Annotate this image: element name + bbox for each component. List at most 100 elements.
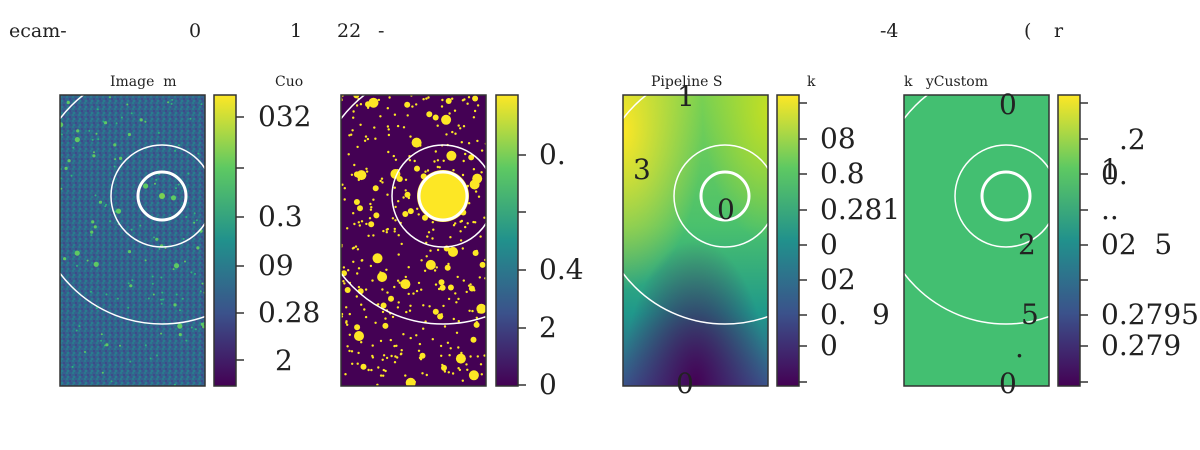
panel-3-image: [623, 95, 768, 386]
mask-blob: [425, 97, 428, 100]
star-mark: [113, 143, 117, 147]
mask-blob: [377, 303, 380, 306]
mask-blob: [459, 127, 462, 130]
mask-blob: [421, 372, 424, 375]
mask-blob: [397, 301, 400, 304]
mask-blob: [409, 336, 412, 340]
mask-blob: [426, 169, 430, 172]
mask-blob: [455, 353, 466, 364]
star-mark: [93, 151, 95, 154]
star-mark: [155, 237, 159, 241]
colorbar-1-tick-label: 032: [258, 100, 312, 133]
colorbar-4-tick-label: 0.2795: [1101, 298, 1199, 331]
mask-blob: [446, 150, 457, 161]
mask-blob: [350, 350, 354, 353]
mask-blob: [350, 173, 354, 176]
mask-blob: [479, 363, 483, 366]
star-mark: [139, 118, 143, 122]
mask-blob: [457, 346, 460, 349]
mask-blob: [391, 217, 395, 220]
mask-blob: [370, 206, 373, 209]
mask-blob: [352, 260, 355, 263]
mask-blob: [415, 289, 419, 293]
colorbar-2: [495, 94, 526, 387]
mask-blob: [414, 165, 420, 172]
colorbar-3-tick-label: 02: [820, 263, 856, 296]
mask-blob: [476, 104, 480, 107]
star-mark: [185, 339, 188, 342]
mask-blob: [360, 303, 363, 306]
mask-blob: [384, 317, 387, 320]
star-mark: [91, 220, 95, 224]
mask-blob: [355, 295, 358, 298]
header-fragment: -4: [880, 20, 899, 42]
mask-blob: [468, 309, 471, 312]
mask-blob: [447, 284, 454, 291]
mask-blob: [483, 216, 486, 219]
mask-blob: [447, 371, 450, 374]
star-mark: [114, 158, 117, 161]
star-mark: [170, 195, 177, 201]
star-mark: [60, 133, 63, 136]
star-mark: [103, 121, 108, 125]
mask-blob: [468, 370, 479, 381]
panel-4-overlay-label: 5: [1021, 298, 1039, 331]
mask-blob: [449, 236, 452, 239]
mask-blob: [483, 354, 486, 357]
mask-blob: [457, 320, 460, 323]
mask-blob: [344, 287, 351, 293]
star-mark: [131, 279, 134, 282]
star-mark: [90, 234, 93, 237]
mask-blob: [369, 208, 373, 211]
mask-blob: [357, 285, 361, 289]
panel-3-colorbar-title: k: [807, 74, 816, 90]
mask-blob: [462, 279, 465, 282]
mask-blob: [443, 325, 447, 328]
mask-blob: [454, 132, 457, 135]
star-mark: [84, 351, 86, 353]
panel-3-overlay-label: 0: [717, 193, 735, 226]
mask-blob: [480, 373, 483, 376]
mask-blob: [469, 179, 480, 190]
mask-blob: [360, 363, 367, 370]
colorbar-3-tick-label: 08: [820, 122, 856, 155]
star-mark: [97, 138, 100, 141]
mask-blob: [353, 222, 356, 226]
mask-blob: [464, 225, 467, 229]
mask-blob: [417, 213, 420, 216]
mask-blob: [365, 167, 368, 170]
mask-blob: [409, 304, 412, 307]
mask-blob: [413, 380, 416, 384]
mask-blob: [427, 96, 430, 99]
mask-blob: [422, 304, 425, 307]
mask-blob: [436, 159, 440, 162]
mask-blob: [365, 222, 368, 226]
mask-blob: [373, 126, 376, 129]
mask-blob: [445, 98, 452, 104]
star-mark: [119, 156, 123, 160]
star-mark: [76, 129, 80, 133]
mask-blob: [392, 154, 395, 158]
star-mark: [182, 237, 185, 240]
mask-blob: [431, 221, 434, 224]
star-mark: [127, 132, 131, 137]
mask-blob: [404, 178, 408, 181]
mask-blob: [404, 101, 411, 108]
colorbar-1-tick-label: 0.3: [258, 200, 303, 233]
mask-blob: [365, 101, 371, 108]
mask-blob: [351, 129, 354, 132]
star-mark: [151, 282, 154, 285]
colorbar-4: [1057, 94, 1088, 387]
mask-blob: [419, 352, 426, 359]
star-mark: [175, 187, 177, 190]
mask-blob: [457, 297, 460, 301]
mask-blob: [408, 159, 412, 162]
star-mark: [109, 220, 112, 223]
mask-blob: [368, 221, 375, 228]
mask-blob: [393, 186, 396, 189]
mask-blob: [398, 281, 401, 284]
mask-blob: [356, 362, 359, 365]
mask-blob: [461, 379, 464, 382]
mask-blob: [404, 191, 411, 198]
